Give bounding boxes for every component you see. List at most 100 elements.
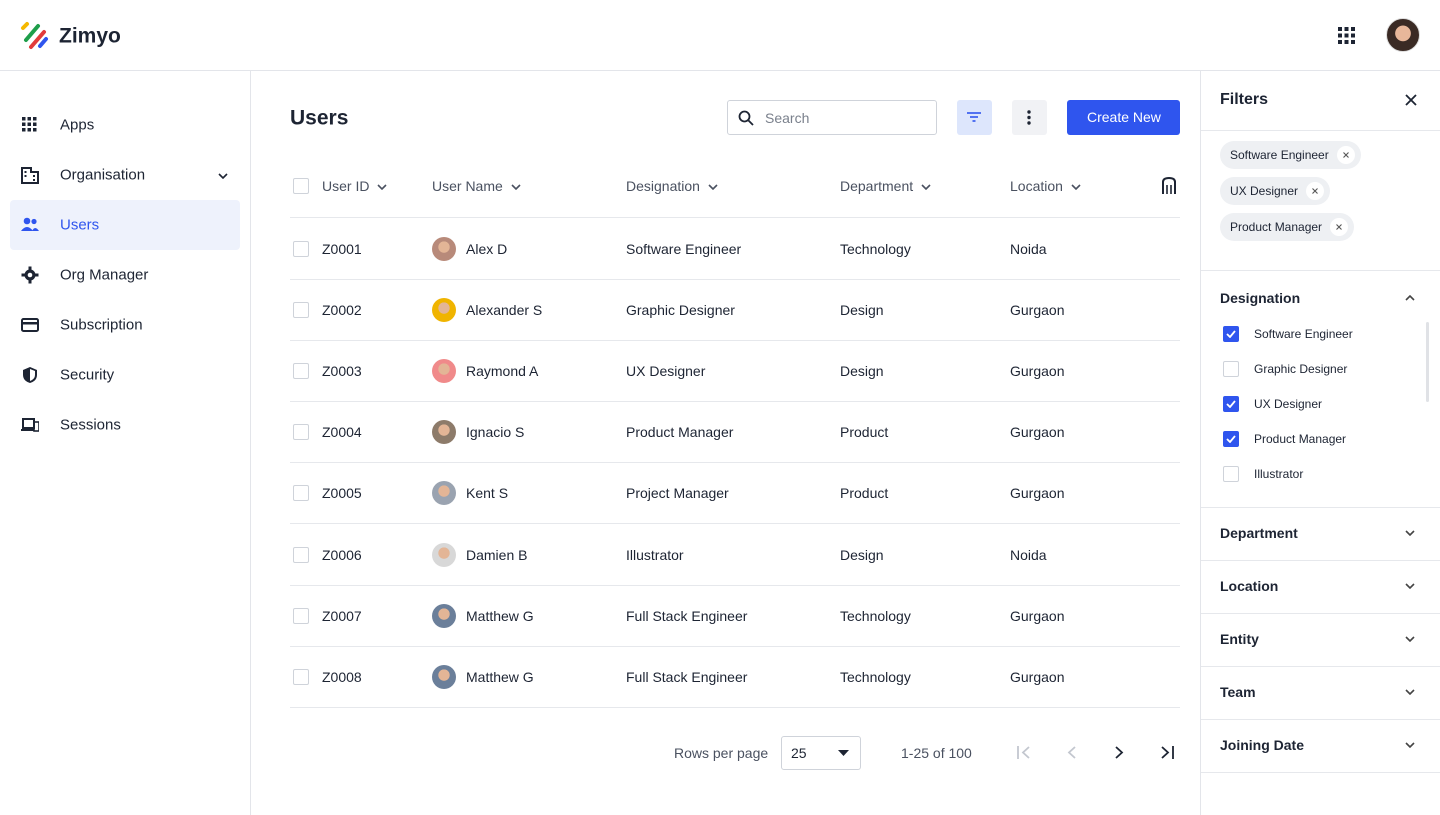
nav-icon <box>21 217 39 231</box>
table-cell: Damien B <box>466 546 528 563</box>
section-divider <box>1201 666 1440 667</box>
last-page[interactable] <box>1160 746 1174 759</box>
section-title[interactable]: Department <box>1220 525 1298 541</box>
chevron-down[interactable] <box>511 184 521 190</box>
column-header[interactable]: Designation <box>626 178 700 194</box>
chevron-down[interactable] <box>1405 583 1415 589</box>
chevron-down[interactable] <box>377 184 387 190</box>
close-filters[interactable] <box>1405 94 1417 106</box>
checkbox[interactable] <box>293 424 309 441</box>
nav-item[interactable] <box>10 350 240 400</box>
filters-divider <box>1201 130 1440 131</box>
table-cell: Kent S <box>466 485 509 502</box>
checkbox[interactable] <box>293 241 309 257</box>
section-title[interactable]: Designation <box>1220 290 1301 306</box>
column-header[interactable]: Location <box>1010 178 1063 194</box>
checkbox[interactable] <box>1223 466 1239 482</box>
chip-remove-x[interactable] <box>1336 224 1342 230</box>
first-page[interactable] <box>1017 746 1031 759</box>
search-box[interactable] <box>727 100 937 135</box>
checkbox[interactable] <box>293 607 309 624</box>
section-title[interactable]: Joining Date <box>1220 737 1305 753</box>
row-divider <box>290 584 1180 586</box>
chevron-down[interactable] <box>708 184 718 190</box>
option-label[interactable]: UX Designer <box>1254 397 1323 411</box>
rows-per-page-label: Rows per page <box>674 745 769 761</box>
section-divider <box>1201 613 1440 614</box>
create-button[interactable] <box>1067 100 1180 135</box>
apps-grid-icon[interactable] <box>1338 27 1355 44</box>
section-title[interactable]: Entity <box>1220 631 1259 647</box>
table-cell: Gurgaon <box>1010 668 1065 685</box>
next-page[interactable] <box>1115 746 1124 759</box>
table-cell: Z0001 <box>322 241 362 257</box>
checkbox[interactable] <box>293 485 309 502</box>
column-header[interactable]: User Name <box>432 178 503 194</box>
nav-item[interactable] <box>10 100 240 150</box>
columns-icon[interactable] <box>1162 177 1176 195</box>
chip-label: UX Designer <box>1230 184 1299 198</box>
nav-item[interactable] <box>10 400 240 450</box>
rows-per-page-select[interactable] <box>781 736 861 770</box>
checkbox[interactable] <box>293 668 309 685</box>
chip-remove-x[interactable] <box>1312 188 1318 194</box>
table-cell: Gurgaon <box>1010 302 1065 319</box>
table-cell: Z0006 <box>322 546 362 563</box>
prev-page[interactable] <box>1067 746 1076 759</box>
nav-label[interactable]: Organisation <box>60 166 146 184</box>
checkbox[interactable] <box>293 546 309 563</box>
table-cell: Gurgaon <box>1010 363 1065 380</box>
chevron-down[interactable] <box>1405 689 1415 695</box>
checkbox[interactable] <box>293 302 309 319</box>
page-title: Users <box>290 106 349 130</box>
column-header[interactable]: User ID <box>322 178 370 194</box>
table-cell: Matthew G <box>466 668 534 685</box>
more-icon <box>1027 110 1031 125</box>
chevron-down[interactable] <box>921 184 931 190</box>
section-divider <box>1201 270 1440 271</box>
nav-label[interactable]: Security <box>60 366 115 384</box>
nav-label[interactable]: Users <box>60 216 100 234</box>
nav-label[interactable]: Subscription <box>60 316 143 334</box>
nav-item[interactable] <box>10 200 240 250</box>
chevron-down[interactable] <box>1071 184 1081 190</box>
section-title[interactable]: Location <box>1220 578 1279 594</box>
section-title[interactable]: Team <box>1220 684 1256 700</box>
chevron-down[interactable] <box>1405 530 1415 536</box>
row-divider <box>290 706 1180 708</box>
table-cell: UX Designer <box>626 363 706 380</box>
column-header[interactable]: Department <box>840 178 914 194</box>
chevron-up[interactable] <box>1405 295 1415 301</box>
option-label[interactable]: Software Engineer <box>1254 327 1353 341</box>
checkbox-checked[interactable] <box>1223 396 1239 412</box>
option-label[interactable]: Product Manager <box>1254 432 1347 446</box>
table-cell: Z0008 <box>322 668 362 685</box>
checkbox[interactable] <box>1223 361 1239 377</box>
nav-label[interactable]: Sessions <box>60 416 121 434</box>
nav-label[interactable]: Apps <box>60 116 95 134</box>
page-range: 1-25 of 100 <box>901 745 972 761</box>
checkbox-checked[interactable] <box>1223 431 1239 447</box>
profile-avatar[interactable] <box>1386 18 1420 52</box>
chip-remove-x[interactable] <box>1343 152 1349 158</box>
create-button-label[interactable]: Create New <box>1087 109 1161 125</box>
section-divider <box>1201 719 1440 720</box>
checkbox-checked[interactable] <box>1223 326 1239 342</box>
table-cell: Design <box>840 302 884 319</box>
row-divider <box>290 401 1180 403</box>
table-cell: Raymond A <box>466 363 539 380</box>
row-divider <box>290 279 1180 280</box>
chevron-down[interactable] <box>1405 742 1415 748</box>
user-avatar <box>432 359 456 384</box>
rows-per-page-value[interactable]: 25 <box>791 745 807 761</box>
checkbox[interactable] <box>293 178 309 194</box>
nav-label[interactable]: Org Manager <box>60 266 149 284</box>
chevron-down[interactable] <box>1405 636 1415 642</box>
table-cell: Gurgaon <box>1010 607 1065 624</box>
table-cell: Z0004 <box>322 424 362 441</box>
checkbox[interactable] <box>293 363 309 380</box>
option-label[interactable]: Illustrator <box>1254 467 1304 481</box>
option-label[interactable]: Graphic Designer <box>1254 362 1348 376</box>
table-cell: Gurgaon <box>1010 424 1065 441</box>
chevron-down[interactable] <box>218 173 228 179</box>
